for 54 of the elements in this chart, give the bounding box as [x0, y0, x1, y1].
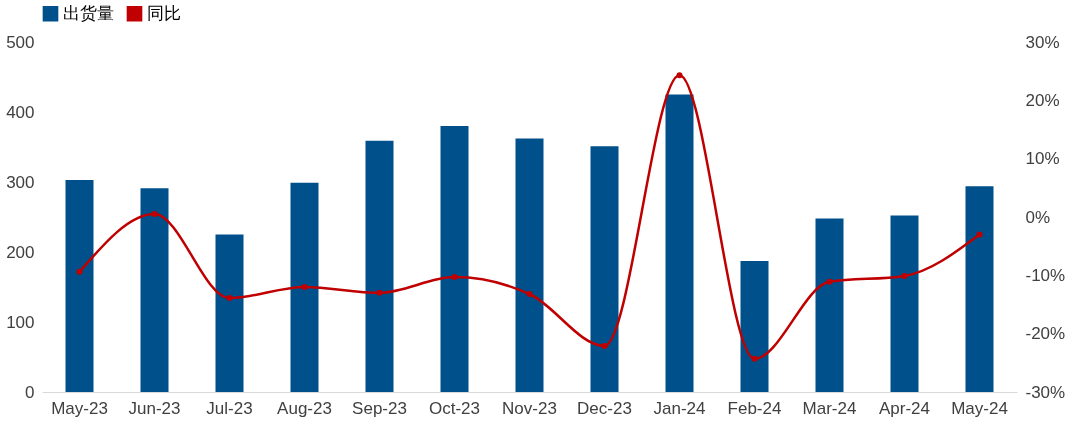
bar — [140, 188, 169, 392]
point — [301, 284, 308, 290]
point — [676, 72, 683, 79]
bar — [815, 218, 844, 392]
y-tick-label: 200 — [6, 242, 35, 262]
point — [451, 274, 458, 281]
y-tick-label: 400 — [6, 102, 35, 122]
bar — [965, 186, 994, 392]
x-tick-label: Jan-24 — [653, 398, 706, 418]
y2-tick-label: -10% — [1025, 265, 1066, 285]
x-tick-label: May-24 — [951, 398, 1008, 418]
bar — [215, 234, 244, 392]
point — [76, 268, 83, 275]
bar — [290, 182, 319, 392]
x-tick-label: Nov-23 — [502, 398, 557, 418]
point — [526, 291, 533, 297]
x-tick-label: Feb-24 — [727, 398, 782, 418]
x-tick-label: Oct-23 — [428, 398, 481, 418]
y2-tick-label: 10% — [1025, 149, 1060, 169]
bar — [515, 138, 544, 392]
bar — [665, 94, 694, 392]
x-tick-label: Jul-23 — [206, 398, 253, 418]
point — [901, 272, 908, 279]
point — [151, 211, 158, 218]
point — [976, 231, 983, 238]
bar — [740, 261, 769, 392]
bar — [65, 179, 94, 392]
x-tick-label: May-23 — [51, 398, 108, 418]
y2-tick-label: 20% — [1025, 90, 1060, 110]
point — [601, 342, 608, 349]
bar — [365, 140, 394, 392]
legend-label: 同比 — [147, 3, 181, 23]
point — [751, 355, 758, 362]
y-tick-label: 0 — [25, 382, 35, 402]
bar — [440, 126, 469, 392]
y2-tick-label: -30% — [1025, 382, 1066, 402]
bar — [590, 146, 619, 392]
x-tick-label: Dec-23 — [577, 398, 632, 418]
point — [226, 295, 233, 302]
bar — [890, 215, 919, 392]
y2-tick-label: -20% — [1025, 324, 1066, 344]
y-tick-label: 100 — [6, 312, 35, 332]
x-tick-label: Sep-23 — [352, 398, 407, 418]
x-tick-label: Aug-23 — [277, 398, 332, 418]
x-tick-label: Apr-24 — [878, 398, 931, 418]
x-tick-label: Jun-23 — [128, 398, 181, 418]
y2-tick-label: 30% — [1025, 32, 1060, 52]
y2-tick-label: 0% — [1025, 207, 1051, 227]
y-tick-label: 500 — [6, 32, 35, 52]
y-tick-label: 300 — [6, 172, 35, 192]
legend-label: 出货量 — [63, 3, 114, 23]
point — [376, 289, 383, 296]
x-tick-label: Mar-24 — [802, 398, 857, 418]
point — [826, 278, 833, 285]
